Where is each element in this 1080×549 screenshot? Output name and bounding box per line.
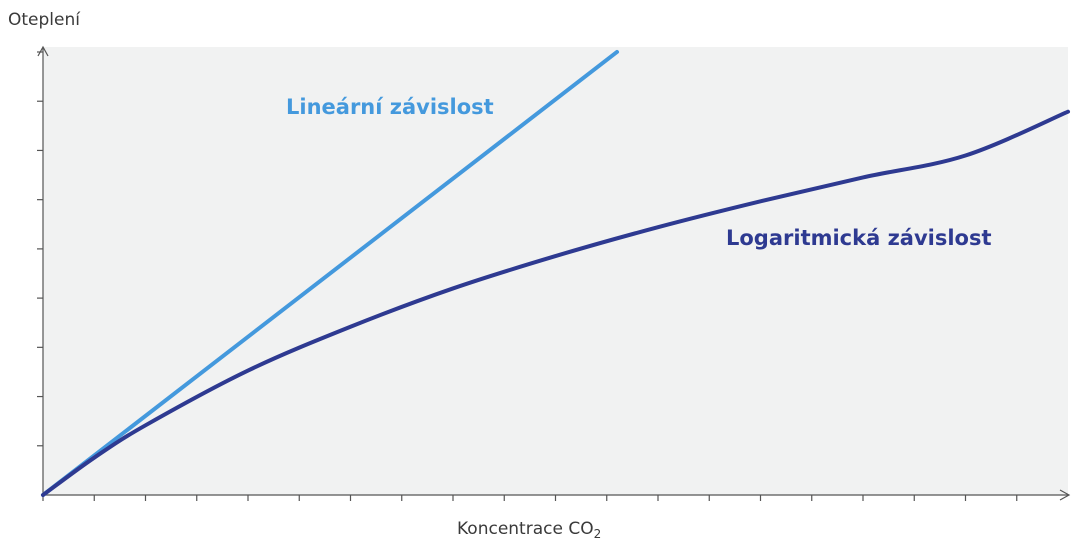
series-line-linear — [41, 49, 619, 497]
series-line-logarithmic — [41, 109, 1070, 497]
x-axis-title-main: Koncentrace CO — [457, 519, 594, 539]
series-label-logarithmic: Logaritmická závislost — [726, 226, 992, 250]
x-axis-title-subscript: 2 — [594, 527, 602, 541]
y-axis-arrow — [37, 45, 49, 57]
x-axis-arrow — [1059, 489, 1071, 501]
series-label-linear: Lineární závislost — [286, 95, 494, 119]
y-axis-title: Oteplení — [8, 10, 81, 30]
x-axis-title: Koncentrace CO2 — [457, 519, 601, 541]
plot-area — [43, 47, 1068, 495]
